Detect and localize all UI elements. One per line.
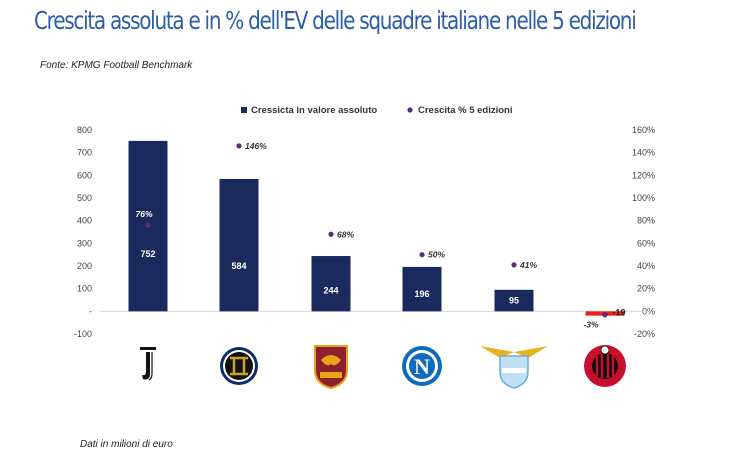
legend-bar-swatch bbox=[241, 107, 247, 113]
bar-value-label: 752 bbox=[140, 249, 155, 259]
y-right-tick-label: 140% bbox=[632, 148, 655, 158]
juventus-logo-j bbox=[142, 352, 150, 380]
legend: Cressicta in valore assoluto Crescita % 5… bbox=[241, 105, 513, 116]
milan-logo-cross-circle bbox=[600, 345, 610, 355]
legend-bar-label: Cressicta in valore assoluto bbox=[251, 105, 377, 116]
y-left-tick-label: -100 bbox=[74, 329, 92, 339]
milan-logo-stripes bbox=[595, 354, 615, 378]
y-right-tick-label: -20% bbox=[634, 329, 655, 339]
y-left-tick-label: 500 bbox=[77, 193, 92, 203]
team-logos: N bbox=[140, 345, 626, 390]
legend-dot-label: Crescita % 5 edizioni bbox=[418, 105, 513, 116]
napoli-logo-icon: N bbox=[402, 346, 442, 386]
bar-value-label: 244 bbox=[323, 286, 338, 296]
percent-label: 146% bbox=[245, 141, 267, 151]
roma-logo-banner bbox=[320, 372, 342, 378]
roma-logo-icon bbox=[314, 345, 348, 390]
napoli-logo-inner bbox=[409, 353, 435, 379]
percent-point bbox=[602, 312, 608, 318]
bar bbox=[219, 178, 259, 312]
y-right-tick-label: 20% bbox=[637, 284, 655, 294]
bar-value-label: -19 bbox=[612, 307, 625, 317]
percent-label: 68% bbox=[337, 229, 354, 239]
inter-logo-icon bbox=[220, 347, 258, 385]
bar-value-label: 95 bbox=[509, 296, 519, 306]
percent-label: 50% bbox=[428, 250, 445, 260]
lazio-logo-right-wing bbox=[514, 346, 548, 358]
bar bbox=[311, 256, 351, 312]
y-right-tick-label: 40% bbox=[637, 261, 655, 271]
y-left-tick-label: 600 bbox=[77, 170, 92, 180]
y-left-tick-label: 100 bbox=[77, 284, 92, 294]
inter-logo-center bbox=[225, 352, 253, 380]
bar-series: 752 584 244 196 95 -19 bbox=[128, 140, 626, 317]
y-left-tick-label: 400 bbox=[77, 216, 92, 226]
y-right-tick-label: 120% bbox=[632, 170, 655, 180]
bar bbox=[494, 289, 534, 312]
lazio-logo-icon bbox=[480, 346, 548, 389]
y-left-tick-label: 800 bbox=[77, 125, 92, 135]
lazio-logo-left-wing bbox=[480, 346, 514, 358]
y-left-tick-label: 300 bbox=[77, 238, 92, 248]
juventus-logo-stripe bbox=[148, 352, 153, 381]
roma-logo-wolf bbox=[321, 355, 341, 366]
legend-dot-swatch bbox=[407, 107, 413, 113]
percent-label: 41% bbox=[519, 260, 537, 270]
percent-point bbox=[236, 143, 242, 149]
percent-point bbox=[511, 262, 517, 268]
y-right-tick-label: 60% bbox=[637, 238, 655, 248]
milan-logo-icon bbox=[584, 345, 626, 387]
percent-label: 76% bbox=[135, 209, 152, 219]
percent-point bbox=[145, 222, 151, 228]
percent-point bbox=[419, 252, 425, 258]
bar-value-label: 584 bbox=[231, 261, 246, 271]
milan-logo-center bbox=[592, 353, 618, 379]
roma-logo-shield bbox=[314, 345, 348, 390]
inter-logo-monogram bbox=[230, 356, 248, 376]
y-right-tick-label: 80% bbox=[637, 216, 655, 226]
footnote: Dati in milioni di euro bbox=[80, 439, 173, 450]
axes: -100-100200300400500600700800-20%0%20%40… bbox=[74, 125, 655, 339]
percent-series: 76% 146% 68% 50% 41% -3% bbox=[135, 141, 608, 330]
napoli-logo-n: N bbox=[414, 354, 430, 379]
y-left-tick-label: 700 bbox=[77, 148, 92, 158]
y-left-tick-label: 200 bbox=[77, 261, 92, 271]
source-note: Fonte: KPMG Football Benchmark bbox=[40, 60, 193, 71]
bar bbox=[402, 266, 442, 312]
juventus-logo-bar bbox=[140, 347, 156, 350]
y-right-tick-label: 100% bbox=[632, 193, 655, 203]
juventus-logo-icon bbox=[140, 347, 156, 381]
percent-label: -3% bbox=[583, 320, 599, 330]
bar-value-label: 196 bbox=[414, 289, 429, 299]
y-left-tick-label: - bbox=[89, 306, 92, 316]
lazio-logo-band bbox=[502, 368, 526, 373]
percent-point bbox=[328, 231, 334, 237]
chart-title: Crescita assoluta e in % dell'EV delle s… bbox=[34, 6, 637, 35]
y-right-tick-label: 160% bbox=[632, 125, 655, 135]
